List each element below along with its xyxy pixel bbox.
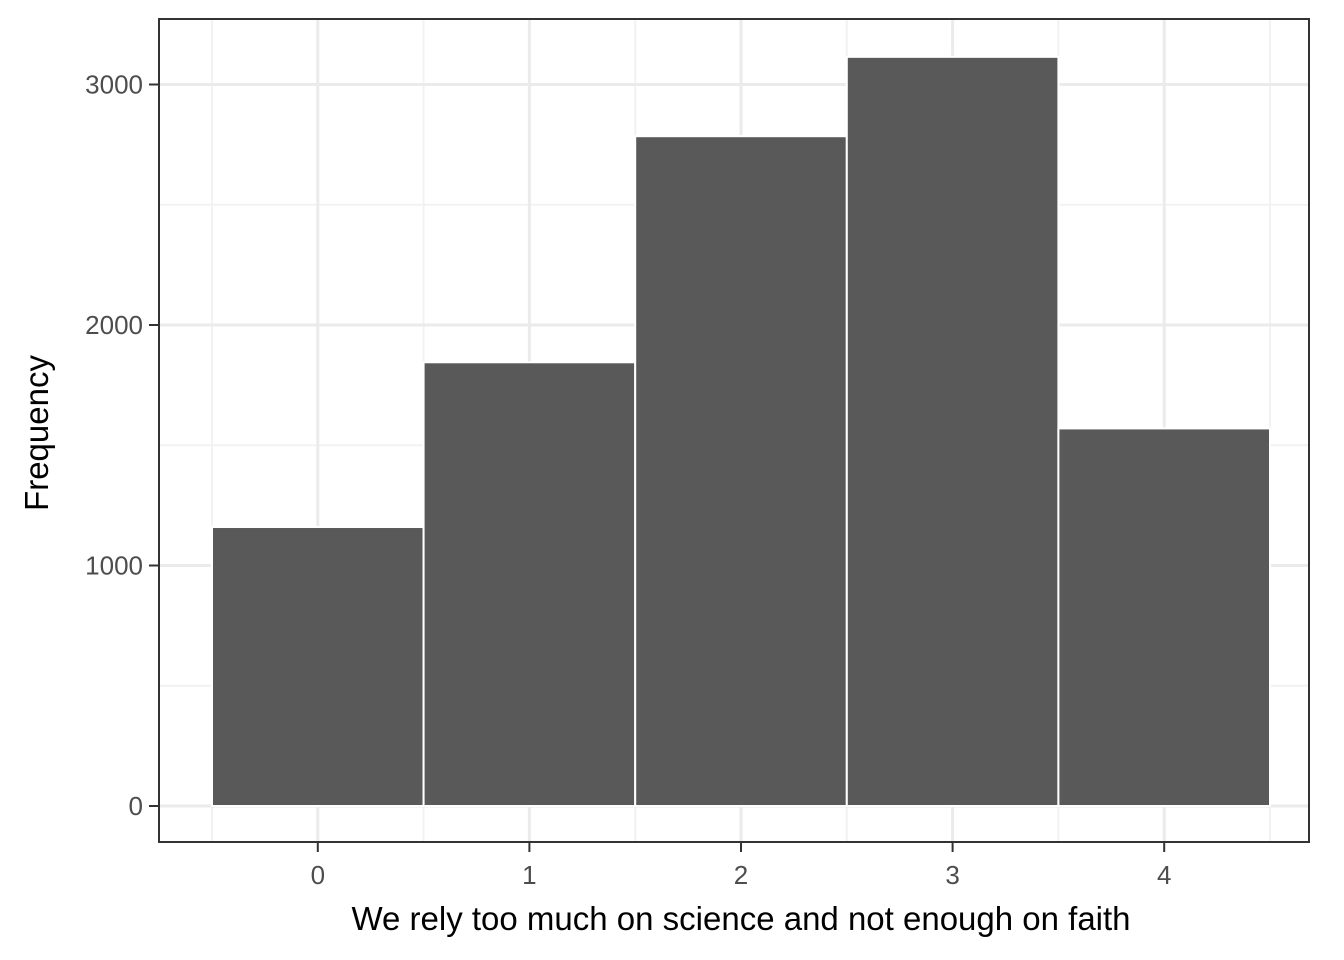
y-tick-label: 1000 — [85, 551, 143, 581]
y-tick-label: 3000 — [85, 70, 143, 100]
y-tick-label: 2000 — [85, 310, 143, 340]
x-tick-label: 0 — [311, 860, 325, 890]
bar-3 — [845, 55, 1060, 807]
axes: 0 1000 2000 3000 0 1 2 3 4 — [85, 18, 1310, 890]
x-tick-label: 2 — [734, 860, 748, 890]
bar-1 — [422, 361, 637, 807]
panel-border — [158, 18, 1310, 843]
y-axis-title: Frequency — [18, 355, 55, 511]
x-tick-label: 1 — [522, 860, 536, 890]
bars — [211, 55, 1272, 808]
x-tick-label: 4 — [1157, 860, 1171, 890]
bar-2 — [634, 135, 848, 807]
x-tick-label: 3 — [945, 860, 959, 890]
bar-4 — [1057, 427, 1272, 807]
x-axis-title: We rely too much on science and not enou… — [351, 900, 1130, 937]
bar-0 — [211, 526, 425, 808]
y-tick-label: 0 — [129, 791, 143, 821]
